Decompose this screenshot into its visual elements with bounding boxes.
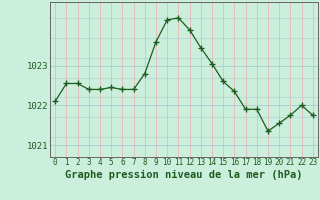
X-axis label: Graphe pression niveau de la mer (hPa): Graphe pression niveau de la mer (hPa) <box>65 170 303 180</box>
